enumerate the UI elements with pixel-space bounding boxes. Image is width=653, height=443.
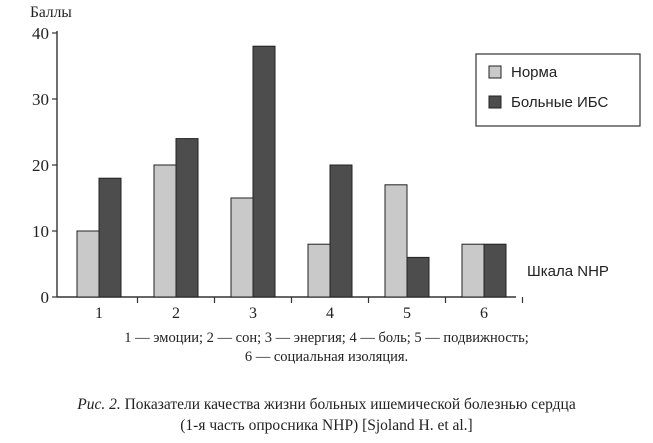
caption-line-1: Рис. 2. Показатели качества жизни больны… [0, 394, 653, 415]
legend-label: Больные ИБС [511, 94, 608, 111]
x-tick-label: 5 [403, 305, 411, 322]
bar-ibs [329, 164, 353, 298]
scale-legend-note: 1 — эмоции; 2 — сон; 3 — энергия; 4 — бо… [0, 329, 653, 367]
y-tick-label: 30 [32, 90, 49, 109]
bar-ibs [483, 243, 507, 298]
scale-note-line-1: 1 — эмоции; 2 — сон; 3 — энергия; 4 — бо… [124, 330, 529, 346]
x-tick-label: 4 [326, 305, 334, 322]
bar-norma [461, 243, 485, 298]
bar-ibs [406, 256, 430, 298]
bar-ibs [175, 138, 199, 298]
figure-caption: Рис. 2. Показатели качества жизни больны… [0, 394, 653, 436]
bar-ibs [252, 45, 276, 298]
caption-figure-number: Рис. 2. [77, 396, 121, 413]
bar-norma [153, 164, 177, 298]
scale-note-line-2: 6 — социальная изоляция. [244, 349, 409, 365]
bar-norma [76, 230, 100, 298]
legend-swatch [488, 95, 502, 109]
y-axis-label: Баллы [30, 4, 72, 21]
bar-norma [384, 184, 408, 298]
x-tick-label: 6 [480, 305, 488, 322]
y-tick-label: 40 [32, 24, 49, 43]
legend-swatch [488, 65, 502, 79]
x-tick-label: 1 [95, 305, 103, 322]
x-axis-label: Шкала NHP [527, 263, 609, 280]
x-tick-label: 2 [172, 305, 180, 322]
legend-box [475, 53, 641, 127]
legend-label: Норма [511, 64, 558, 81]
x-tick-label: 3 [249, 305, 257, 322]
caption-title: Показатели качества жизни больных ишемич… [120, 396, 576, 413]
y-tick-label: 20 [32, 156, 49, 175]
bar-norma [230, 197, 254, 298]
y-tick-label: 0 [41, 288, 50, 307]
bar-norma [307, 243, 331, 298]
y-tick-label: 10 [32, 222, 49, 241]
caption-line-2: (1-я часть опросника NHP) [Sjoland H. et… [180, 417, 473, 434]
bar-ibs [98, 177, 122, 298]
